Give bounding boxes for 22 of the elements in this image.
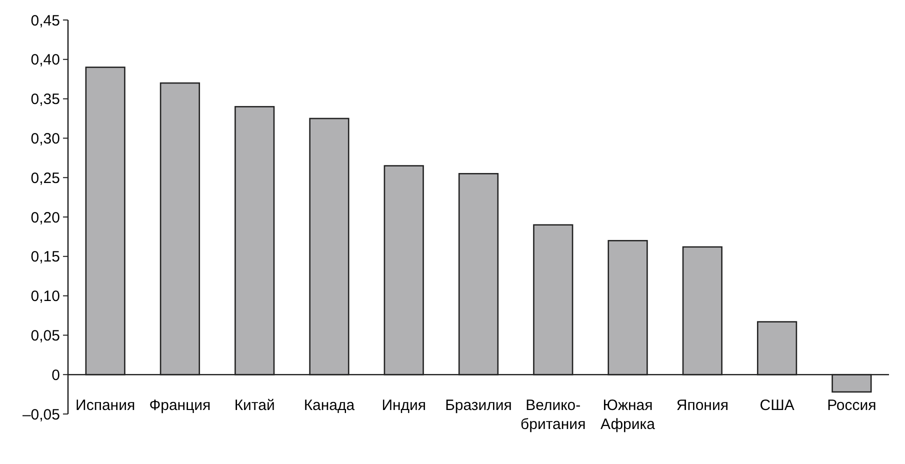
y-tick-label: –0,05 bbox=[22, 406, 60, 424]
x-tick-label: Испания bbox=[76, 397, 136, 414]
y-tick-label: 0,20 bbox=[30, 209, 60, 226]
y-tick-label: 0,25 bbox=[30, 170, 60, 187]
y-tick-label: 0,40 bbox=[30, 52, 60, 69]
y-tick-label: 0,05 bbox=[30, 327, 60, 344]
x-tick-label: США bbox=[760, 397, 794, 414]
y-tick-label: 0 bbox=[52, 366, 60, 384]
y-tick-label: 0,15 bbox=[30, 248, 60, 266]
x-tick-label: Япония bbox=[676, 397, 728, 414]
y-tick-label: 0,10 bbox=[30, 288, 60, 306]
x-tick-label: Канада bbox=[304, 397, 356, 414]
x-tick-label: Бразилия bbox=[445, 397, 512, 414]
y-tick-label: 0,45 bbox=[30, 12, 60, 30]
y-tick-label: 0,35 bbox=[30, 91, 60, 108]
x-tick-label: Индия bbox=[382, 397, 426, 414]
x-tick-label: Велико- британия bbox=[520, 397, 586, 433]
y-tick-label: 0,30 bbox=[30, 130, 60, 148]
x-tick-label: Франция bbox=[149, 397, 211, 414]
x-tick-label: Россия bbox=[827, 397, 876, 414]
x-tick-label: Китай bbox=[234, 397, 275, 414]
x-tick-label: Южная Африка bbox=[600, 397, 656, 433]
